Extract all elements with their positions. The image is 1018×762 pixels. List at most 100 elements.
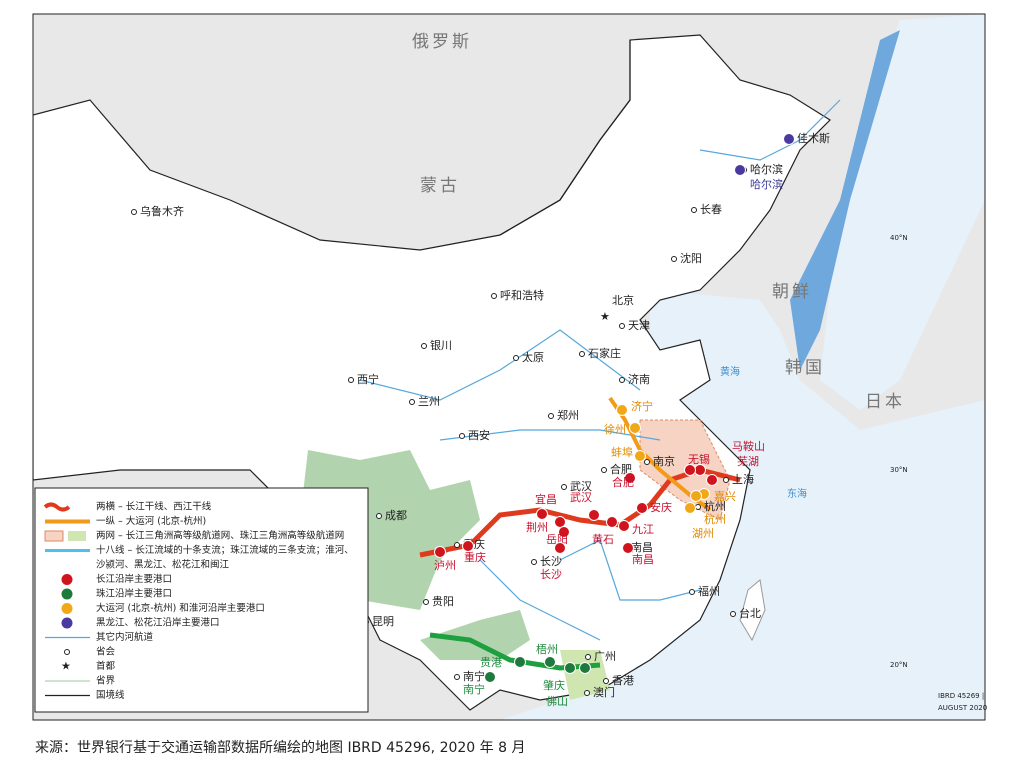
country-label: 日本 (865, 392, 905, 412)
city-dot (644, 459, 650, 465)
port-dot (536, 508, 548, 520)
port-dot (616, 404, 628, 416)
city-label: 澳门 (593, 685, 615, 699)
port-dot (624, 472, 636, 484)
sym (44, 530, 64, 542)
port-label: 合肥 (612, 475, 634, 489)
port-label: 宜昌 (535, 492, 557, 506)
city-label: 太原 (522, 351, 544, 364)
legend-label: 省界 (96, 675, 116, 687)
city-dot (131, 209, 137, 215)
city-dot (513, 355, 519, 361)
sym (61, 617, 73, 629)
stamp: IBRD 45269 | (938, 692, 984, 700)
taiwan (739, 579, 766, 642)
port-dot (684, 502, 696, 514)
port-label: 芜湖 (737, 454, 759, 468)
city-dot (671, 256, 677, 262)
port-label: 杭州 (704, 512, 726, 526)
latitude-label: 40°N (890, 234, 908, 242)
city-label: 西安 (468, 428, 490, 442)
port-dot (618, 520, 630, 532)
city-label: 石家庄 (588, 346, 621, 360)
port-dot (462, 540, 474, 552)
city-label: 南宁 (463, 669, 485, 683)
port-dot (684, 464, 696, 476)
guangxi-area (420, 610, 530, 660)
legend-label: 珠江沿岸主要港口 (96, 588, 172, 600)
port-label: 湖州 (692, 527, 714, 540)
city-label: 武汉 (570, 480, 592, 493)
port-label: 佛山 (546, 695, 568, 708)
city-dot (579, 351, 585, 357)
legend-label: 一纵 – 大运河 (北京-杭州) (96, 515, 206, 527)
sym: ★ (61, 660, 71, 673)
port-dot (544, 656, 556, 668)
city-dot (601, 467, 607, 473)
city-label: 郑州 (557, 408, 579, 422)
port-dot (694, 464, 706, 476)
city-dot (584, 690, 590, 696)
city-dot (689, 589, 695, 595)
sea-label: 黄海 (720, 365, 740, 378)
map-frame (32, 13, 986, 721)
city-label: 南京 (653, 454, 675, 468)
city-label: 哈尔滨 (750, 162, 783, 176)
city-dot (723, 477, 729, 483)
city-label: 合肥 (610, 462, 632, 476)
port-dot (514, 656, 526, 668)
port-dot (622, 542, 634, 554)
port-dot (706, 474, 718, 486)
city-dot (348, 377, 354, 383)
port-label: 荆州 (526, 521, 548, 534)
city-label: 长春 (700, 203, 722, 216)
city-label: 昆明 (372, 615, 394, 628)
legend-label: 两横 – 长江干线、西江干线 (96, 501, 212, 513)
port-dot (558, 526, 570, 538)
city-label: 上海 (732, 472, 754, 486)
city-dot (491, 293, 497, 299)
legend-box (34, 487, 369, 713)
legend-label: 其它内河航道 (96, 631, 154, 643)
city-dot (561, 484, 567, 490)
port-label: 马鞍山 (732, 439, 765, 453)
city-dot (531, 559, 537, 565)
country-label: 蒙古 (420, 176, 460, 196)
city-dot (695, 504, 701, 510)
port-dot (629, 422, 641, 434)
city-label: 兰州 (418, 395, 440, 408)
city-label: 贵阳 (432, 595, 454, 608)
port-dot (636, 502, 648, 514)
legend-label: 长江沿岸主要港口 (96, 573, 172, 585)
city-dot (409, 399, 415, 405)
port-label: 蚌埠 (611, 445, 633, 459)
port-label: 济宁 (631, 399, 653, 413)
legend-label: 两网 – 长江三角洲高等级航道网、珠江三角洲高等级航道网 (96, 530, 344, 542)
port-dot (579, 662, 591, 674)
latitude-label: 20°N (890, 661, 908, 669)
port-label: 梧州 (536, 642, 558, 656)
city-label: 福州 (698, 584, 720, 598)
latitude-label: 30°N (890, 466, 908, 474)
city-label: 台北 (739, 606, 761, 620)
port-dot (484, 671, 496, 683)
city-label: 香港 (612, 674, 634, 687)
port-label: 武汉 (570, 491, 592, 504)
legend-label: 大运河 (北京-杭州) 和淮河沿岸主要港口 (96, 602, 265, 614)
city-dot (423, 599, 429, 605)
pearl-delta (560, 650, 610, 700)
city-label: 南昌 (631, 541, 653, 554)
country-label: 俄罗斯 (412, 32, 472, 52)
source-note: 来源：世界银行基于交通运输部数据所编绘的地图 IBRD 45296, 2020 … (35, 739, 525, 756)
stamp: AUGUST 2020 (938, 704, 987, 712)
city-dot (376, 513, 382, 519)
city-dot (691, 207, 697, 213)
legend-label: 首都 (96, 660, 116, 672)
port-label: 南昌 (632, 553, 654, 566)
city-dot (603, 678, 609, 684)
yangtze-trunk (419, 467, 741, 558)
city-label: 佳木斯 (797, 131, 830, 145)
city-label: 北京 (612, 293, 634, 307)
city-label: 银川 (430, 338, 452, 352)
